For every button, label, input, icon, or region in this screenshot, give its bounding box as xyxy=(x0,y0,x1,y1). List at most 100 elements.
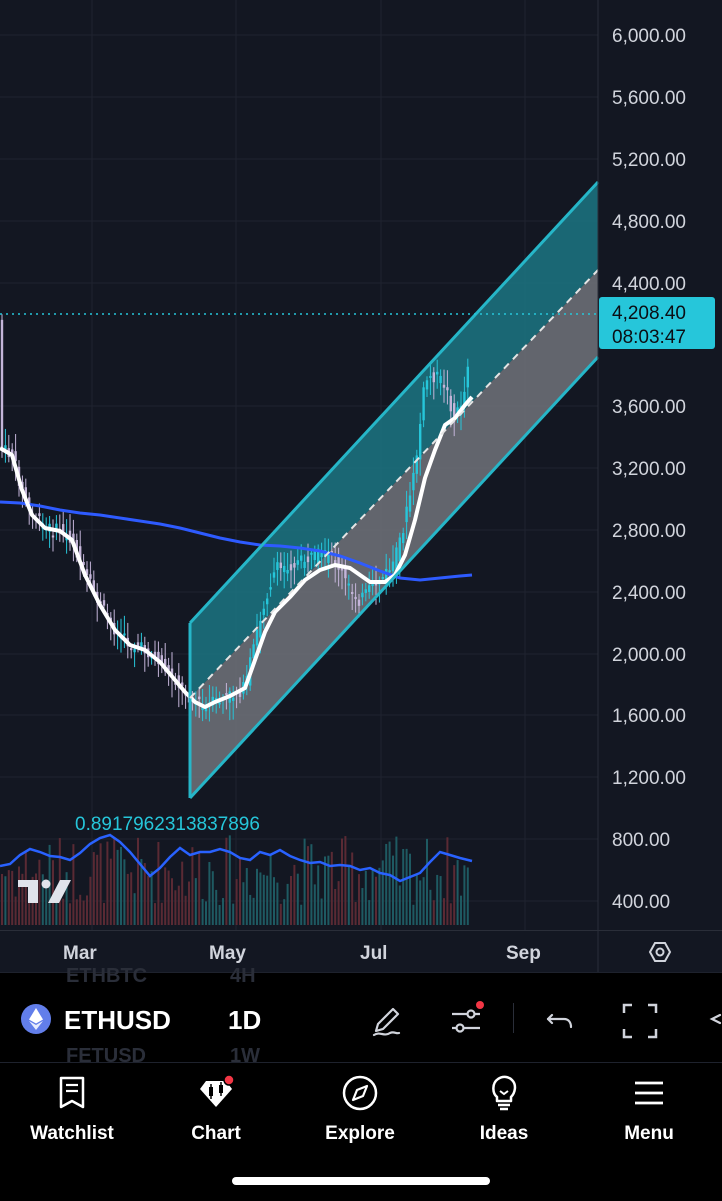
candle-body xyxy=(446,387,449,391)
volume-bar xyxy=(395,836,398,925)
price-chart[interactable]: 6,000.00 5,600.00 5,200.00 4,800.00 4,400.00… xyxy=(0,0,722,930)
volume-bar xyxy=(460,895,462,925)
candle-body xyxy=(38,513,41,517)
candle-body xyxy=(463,391,466,407)
volume-bar xyxy=(137,837,139,925)
candle-body xyxy=(296,560,299,565)
volume-bar xyxy=(385,843,388,925)
volume-bar xyxy=(290,876,292,925)
volume-bar xyxy=(188,881,190,925)
volume-bar xyxy=(167,870,170,925)
volume-bar xyxy=(1,873,3,925)
pencil-icon[interactable] xyxy=(366,1001,406,1041)
symbol-name[interactable]: ETHUSD xyxy=(64,1005,171,1035)
volume-bar xyxy=(361,888,364,925)
candle-body xyxy=(259,620,262,638)
candle-body xyxy=(238,689,242,697)
volume-bar xyxy=(330,851,333,925)
volume-bar xyxy=(296,873,299,925)
candle-body xyxy=(225,693,228,696)
candle-body xyxy=(337,555,340,570)
volume-bar xyxy=(92,852,95,925)
volume-bar xyxy=(72,844,75,925)
price-tick: 2,400.00 xyxy=(612,583,686,604)
volume-bar xyxy=(371,869,374,925)
nav-menu[interactable]: Menu xyxy=(589,1073,709,1145)
time-axis[interactable]: Mar May Jul Sep xyxy=(0,930,722,973)
volume-bar xyxy=(235,879,238,925)
hamburger-menu-icon xyxy=(635,1081,663,1105)
candle-body xyxy=(453,403,456,419)
volume-bar xyxy=(7,870,10,925)
volume-bar xyxy=(347,865,350,925)
volume-bar xyxy=(191,847,194,925)
ghost-interval-below: 1W xyxy=(230,1045,260,1067)
settings-icon[interactable] xyxy=(648,942,672,962)
candle-body xyxy=(306,556,310,563)
candle-body xyxy=(123,633,126,636)
chart-area[interactable]: 6,000.00 5,600.00 5,200.00 4,800.00 4,400.00… xyxy=(0,0,722,930)
volume-bar xyxy=(252,897,255,925)
candle-body xyxy=(24,487,27,501)
volume-bar xyxy=(140,858,143,925)
interval-selector[interactable]: 1D xyxy=(228,1005,262,1035)
candle-body xyxy=(364,589,367,593)
price-axis[interactable]: 6,000.00 5,600.00 5,200.00 4,800.00 4,400.00… xyxy=(612,26,686,913)
price-tick: 2,000.00 xyxy=(612,645,686,666)
fullscreen-icon[interactable] xyxy=(620,1001,660,1041)
candle-body xyxy=(232,697,235,701)
volume-bar xyxy=(150,871,153,925)
last-price-value: 4,208.40 xyxy=(612,303,686,324)
candle-body xyxy=(449,395,452,412)
volume-bar xyxy=(184,895,187,925)
time-tick-mar: Mar xyxy=(63,943,97,964)
moving-average-20 xyxy=(0,395,474,709)
ghost-symbol-below: FETUSD xyxy=(66,1045,146,1067)
chart-icon xyxy=(200,1074,235,1107)
volume-bar xyxy=(381,860,384,925)
sliders-icon[interactable] xyxy=(446,1001,486,1041)
volume-bar xyxy=(286,883,289,925)
candle-body xyxy=(334,560,337,565)
candle-body xyxy=(283,565,286,573)
candle-body xyxy=(425,380,429,390)
volume-bar xyxy=(293,864,296,925)
candle-body xyxy=(85,569,89,576)
candle-body xyxy=(412,472,415,491)
volume-bar xyxy=(375,876,377,925)
volume-bar xyxy=(11,870,14,925)
volume-bar xyxy=(446,837,449,925)
price-tick: 3,200.00 xyxy=(612,459,686,480)
candle-body xyxy=(293,563,296,568)
nav-explore[interactable]: Explore xyxy=(300,1073,420,1145)
candle-body xyxy=(303,561,306,568)
nav-watchlist[interactable]: Watchlist xyxy=(12,1073,132,1145)
volume-bar xyxy=(402,849,405,925)
chart-grid xyxy=(0,0,598,930)
candle-body xyxy=(347,583,350,586)
candle-body xyxy=(269,587,272,590)
volume-bar xyxy=(130,872,133,925)
candle-body xyxy=(439,375,442,384)
volume-bar xyxy=(198,852,201,925)
volume-bar xyxy=(276,882,279,925)
volume-bar xyxy=(269,854,272,925)
candle-body xyxy=(310,552,313,555)
candle-body xyxy=(218,702,221,705)
candle-body xyxy=(391,561,395,572)
candle-body xyxy=(167,665,170,671)
volume-bar xyxy=(310,844,313,925)
candle-body xyxy=(157,651,160,665)
volume-bar xyxy=(245,868,248,925)
volume-bar xyxy=(354,901,357,925)
nav-chart[interactable]: Chart xyxy=(156,1073,276,1145)
ethereum-icon[interactable] xyxy=(20,1003,52,1035)
symbol-toolbar: ETHBTC 4H FETUSD 1W ETHUSD 1D xyxy=(0,965,722,1067)
candle-body xyxy=(133,648,136,653)
more-tools-icon[interactable] xyxy=(700,1001,722,1041)
nav-ideas[interactable]: Ideas xyxy=(444,1073,564,1145)
time-tick-may: May xyxy=(209,943,246,964)
undo-icon[interactable] xyxy=(540,1001,580,1041)
volume-bar xyxy=(436,874,439,925)
candle-body xyxy=(181,682,184,687)
